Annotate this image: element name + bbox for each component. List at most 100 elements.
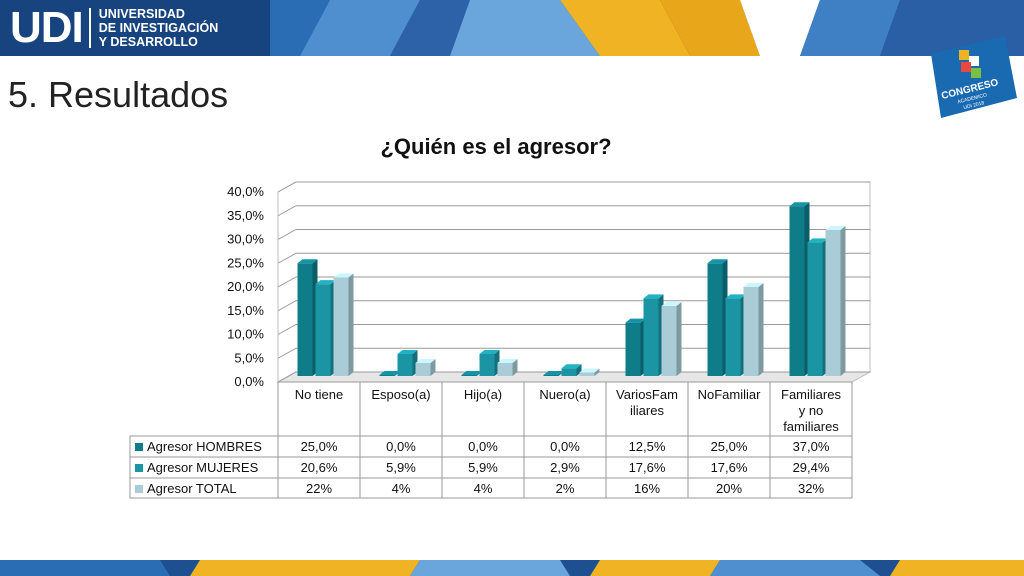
data-value-label: 25,0% xyxy=(711,439,748,454)
data-value-label: 0,0% xyxy=(550,439,580,454)
y-tick-label: 30,0% xyxy=(227,232,264,247)
data-value-label: 4% xyxy=(392,481,411,496)
bar xyxy=(397,353,413,376)
logo-text: UNIVERSIDAD DE INVESTIGACIÓN Y DESARROLL… xyxy=(99,7,218,49)
bar xyxy=(497,363,513,376)
bar-top xyxy=(543,371,564,375)
footer-background xyxy=(0,560,1024,576)
data-value-label: 17,6% xyxy=(711,460,748,475)
bar xyxy=(743,287,759,376)
chart-title: ¿Quién es el agresor? xyxy=(380,134,611,159)
data-value-label: 5,9% xyxy=(468,460,498,475)
bar xyxy=(707,263,723,376)
badge-year: UDI 2018 xyxy=(963,100,985,111)
bar-top xyxy=(789,202,810,207)
logo-mark: UDI xyxy=(10,3,84,52)
logo-line-2: DE INVESTIGACIÓN xyxy=(98,21,219,35)
bar xyxy=(807,242,823,376)
bar xyxy=(415,363,431,376)
bar-top xyxy=(743,283,764,287)
bar-top xyxy=(397,349,418,354)
y-tick-label: 40,0% xyxy=(227,184,264,199)
data-value-label: 2% xyxy=(556,481,575,496)
bar xyxy=(479,353,495,376)
gridline xyxy=(277,181,870,193)
bar-top xyxy=(479,349,500,354)
x-category-label: NoFamiliar xyxy=(698,387,762,402)
bar-top xyxy=(315,280,336,285)
data-value-label: 25,0% xyxy=(301,439,338,454)
footer-banner xyxy=(0,560,1024,576)
bar xyxy=(543,375,559,376)
data-value-label: 37,0% xyxy=(793,439,830,454)
bar xyxy=(297,263,313,376)
bar xyxy=(315,284,331,376)
legend-key xyxy=(135,443,143,451)
bar-top xyxy=(297,259,318,264)
data-value-label: 0,0% xyxy=(386,439,416,454)
bar-top xyxy=(643,294,664,299)
bar-top xyxy=(333,273,354,278)
data-value-label: 22% xyxy=(306,481,332,496)
university-logo: UDI UNIVERSIDAD DE INVESTIGACIÓN Y DESAR… xyxy=(10,6,218,50)
bar xyxy=(379,375,395,376)
gridline xyxy=(277,229,870,240)
data-value-label: 4% xyxy=(474,481,493,496)
x-category-label: iliares xyxy=(630,403,664,418)
x-category-label: VariosFam xyxy=(616,387,678,402)
banner-background xyxy=(0,0,1024,56)
bar-top xyxy=(497,359,518,363)
bar-top xyxy=(825,226,846,230)
bar xyxy=(643,298,659,376)
bar xyxy=(333,277,349,376)
legend-key xyxy=(135,464,143,472)
bar xyxy=(789,206,805,376)
bar xyxy=(725,298,741,376)
legend-label: Agresor HOMBRES xyxy=(147,439,262,454)
gridline xyxy=(277,276,870,288)
chart-wall xyxy=(277,181,871,383)
data-value-label: 16% xyxy=(634,481,660,496)
bar-top xyxy=(625,318,646,323)
x-category-label: y no xyxy=(799,403,824,418)
bar-side xyxy=(676,302,682,376)
y-tick-label: 35,0% xyxy=(227,208,264,223)
bar-side xyxy=(594,368,600,376)
data-value-label: 20,6% xyxy=(301,460,338,475)
data-value-label: 0,0% xyxy=(468,439,498,454)
y-tick-label: 0,0% xyxy=(234,374,264,389)
y-tick-label: 25,0% xyxy=(227,255,264,270)
bar-top xyxy=(461,371,482,375)
gridline xyxy=(277,300,870,312)
x-category-label: Hijo(a) xyxy=(464,387,502,402)
bar xyxy=(579,372,595,376)
bar xyxy=(661,306,677,376)
bar xyxy=(625,322,641,376)
congreso-badge: CONGRESO ACADEMICO UDI 2018 xyxy=(931,36,1017,118)
bar-top xyxy=(661,302,682,306)
bar-side xyxy=(758,283,764,376)
bar-top xyxy=(415,359,436,363)
page-title: 5. Resultados xyxy=(8,74,229,115)
y-tick-label: 20,0% xyxy=(227,279,264,294)
y-tick-label: 10,0% xyxy=(227,327,264,342)
gridline xyxy=(277,252,870,264)
bar-top xyxy=(707,259,728,264)
bar-side xyxy=(430,359,436,376)
data-value-label: 20% xyxy=(716,481,742,496)
data-value-label: 12,5% xyxy=(629,439,666,454)
x-category-label: Esposo(a) xyxy=(371,387,430,402)
y-tick-label: 5,0% xyxy=(234,350,264,365)
bar xyxy=(825,230,841,376)
data-value-label: 17,6% xyxy=(629,460,666,475)
bar-top xyxy=(379,371,400,375)
bar-side xyxy=(576,364,582,376)
data-value-label: 32% xyxy=(798,481,824,496)
logo-separator xyxy=(88,8,91,48)
bar-top xyxy=(579,368,600,373)
bar xyxy=(461,375,477,376)
bar-top xyxy=(725,294,746,299)
bar-top xyxy=(561,364,582,369)
x-category-label: Nuero(a) xyxy=(539,387,590,402)
x-category-label: familiares xyxy=(783,419,839,434)
